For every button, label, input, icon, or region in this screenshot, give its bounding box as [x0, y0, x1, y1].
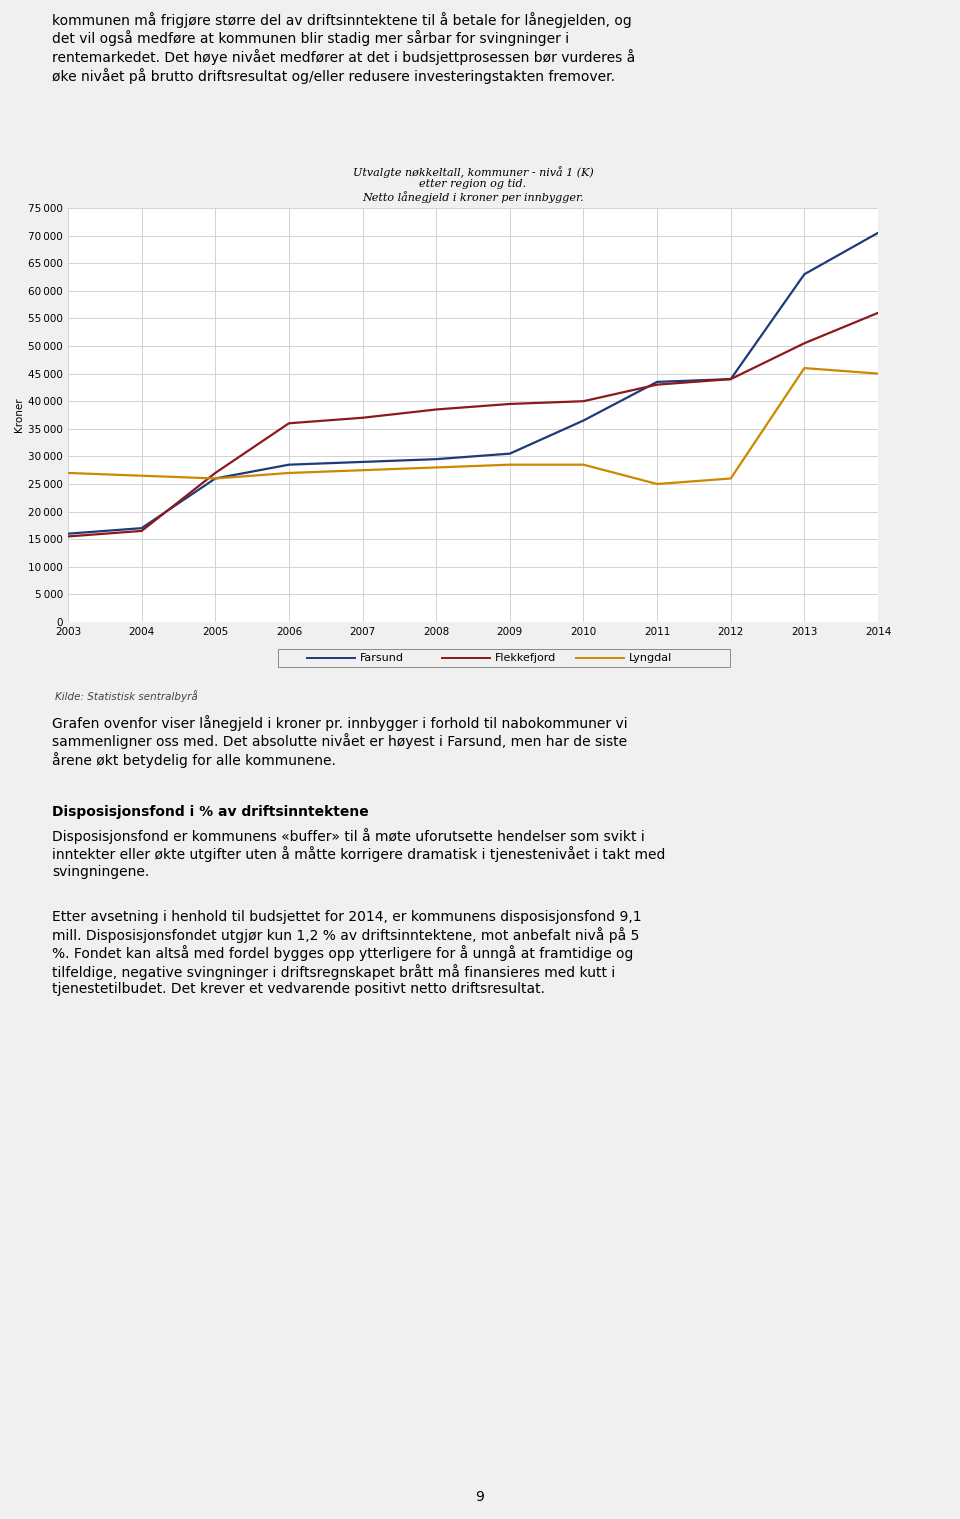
- Text: Disposisjonsfond i % av driftsinntektene: Disposisjonsfond i % av driftsinntektene: [52, 805, 369, 819]
- Text: Lyngdal: Lyngdal: [629, 653, 672, 662]
- Text: Disposisjonsfond er kommunens «buffer» til å møte uforutsette hendelser som svik: Disposisjonsfond er kommunens «buffer» t…: [52, 828, 665, 878]
- Text: 9: 9: [475, 1490, 485, 1504]
- Text: kommunen må frigjøre større del av driftsinntektene til å betale for lånegjelden: kommunen må frigjøre større del av drift…: [52, 12, 636, 84]
- Text: Etter avsetning i henhold til budsjettet for 2014, er kommunens disposisjonsfond: Etter avsetning i henhold til budsjettet…: [52, 910, 641, 996]
- Text: Grafen ovenfor viser lånegjeld i kroner pr. innbygger i forhold til nabokommuner: Grafen ovenfor viser lånegjeld i kroner …: [52, 715, 628, 769]
- Text: Utvalgte nøkkeltall, kommuner - nivå 1 (K)
etter region og tid.
Netto lånegjeld : Utvalgte nøkkeltall, kommuner - nivå 1 (…: [352, 166, 593, 204]
- Text: Flekkefjord: Flekkefjord: [494, 653, 556, 662]
- Text: Kilde: Statistisk sentralbyrå: Kilde: Statistisk sentralbyrå: [55, 690, 198, 702]
- Y-axis label: Kroner: Kroner: [14, 398, 24, 433]
- Text: Farsund: Farsund: [360, 653, 404, 662]
